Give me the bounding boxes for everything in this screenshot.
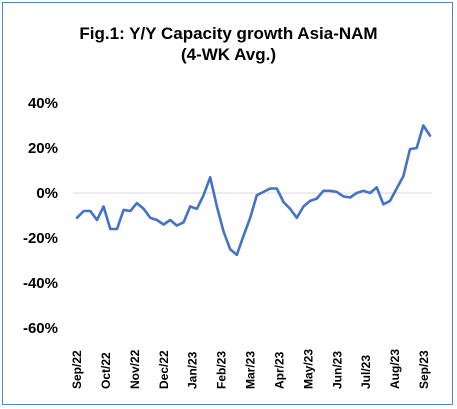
x-tick-label: Nov/22 bbox=[128, 349, 142, 389]
series-group bbox=[75, 124, 432, 257]
x-tick-label: Jul/23 bbox=[359, 355, 373, 389]
series-line bbox=[75, 124, 432, 257]
x-axis: Sep/22 Oct/22 Nov/22 Dec/22 Jan/23 Feb/23 Mar/… bbox=[70, 192, 432, 389]
x-tick-label: Apr/23 bbox=[272, 351, 286, 389]
x-tick-label: Jun/23 bbox=[330, 351, 344, 389]
x-tick-label: May/23 bbox=[301, 349, 315, 389]
y-tick-label: -40% bbox=[23, 275, 58, 292]
y-tick-label: -20% bbox=[23, 230, 58, 247]
x-tick-label: Mar/23 bbox=[244, 351, 258, 389]
y-tick-label: -60% bbox=[23, 320, 58, 337]
x-tick-label: Sep/23 bbox=[417, 350, 431, 389]
x-tick-label: Jan/23 bbox=[186, 351, 200, 389]
chart-frame bbox=[2, 2, 453, 405]
x-tick-label: Feb/23 bbox=[215, 351, 229, 389]
x-tick-label: Sep/22 bbox=[70, 350, 84, 389]
x-tick-label: Dec/22 bbox=[157, 350, 171, 389]
chart-title-line-2: (4-WK Avg.) bbox=[180, 45, 277, 64]
x-tick-label: Aug/23 bbox=[388, 349, 402, 389]
y-tick-label: 0% bbox=[36, 185, 58, 202]
chart-title-line-1: Fig.1: Y/Y Capacity growth Asia-NAM bbox=[79, 24, 378, 43]
y-tick-label: 40% bbox=[28, 95, 58, 112]
y-tick-label: 20% bbox=[28, 140, 58, 157]
y-axis-ticks: 40% 20% 0% -20% -40% -60% bbox=[23, 95, 58, 337]
x-tick-label: Oct/22 bbox=[99, 352, 113, 389]
